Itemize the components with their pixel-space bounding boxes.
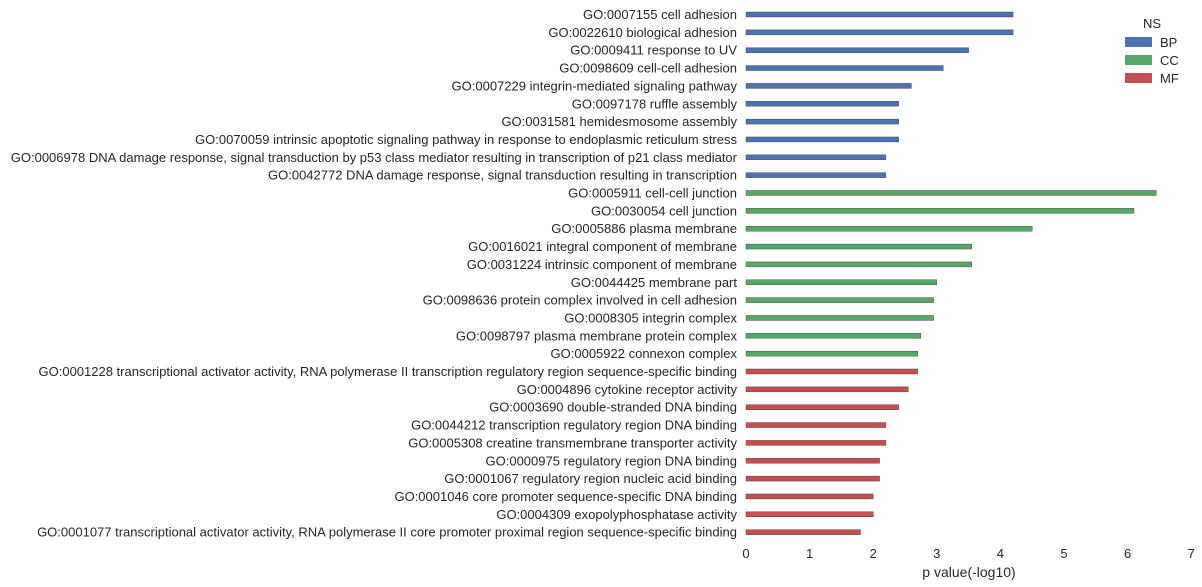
bar-cc — [745, 350, 918, 357]
bar-bp — [745, 136, 899, 143]
category-label: GO:0098609 cell-cell adhesion — [559, 61, 737, 76]
bar-cc — [745, 297, 934, 303]
bar-cc — [745, 261, 972, 268]
category-label: GO:0009411 response to UV — [570, 43, 737, 58]
bar-mf — [745, 493, 874, 500]
legend-title: NS — [1143, 16, 1161, 31]
bar-bp — [745, 65, 944, 71]
bar-mf — [745, 511, 874, 517]
x-axis-ticks: 0 1 2 3 4 5 6 7 — [742, 546, 1194, 561]
legend-label-cc: CC — [1160, 53, 1179, 68]
category-label: GO:0007229 integrin-mediated signaling p… — [452, 78, 738, 93]
bar-bp — [745, 118, 899, 125]
category-label: GO:0008305 integrin complex — [564, 310, 737, 325]
bar-bp — [745, 11, 1014, 18]
bar-cc — [745, 243, 972, 250]
x-tick-label: 6 — [1124, 546, 1131, 561]
bar-bp — [745, 154, 887, 161]
category-label: GO:0098636 protein complex involved in c… — [423, 293, 737, 308]
category-labels: GO:0007155 cell adhesion GO:0022610 biolo… — [11, 7, 738, 540]
x-tick-label: 1 — [806, 546, 813, 561]
category-label: GO:0005308 creatine transmembrane transp… — [408, 435, 737, 450]
bar-mf — [745, 440, 887, 446]
category-label: GO:0001046 core promoter sequence-specif… — [394, 489, 737, 504]
legend-entries: BP CC MF — [1125, 35, 1179, 86]
x-tick-label: 5 — [1060, 546, 1067, 561]
category-label: GO:0031224 intrinsic component of membra… — [467, 257, 737, 272]
bar-bp — [745, 172, 887, 178]
bar-mf — [745, 422, 887, 428]
category-label: GO:0016021 integral component of membran… — [468, 239, 737, 254]
category-label: GO:0004896 cytokine receptor activity — [517, 382, 738, 397]
category-label: GO:0044425 membrane part — [571, 275, 738, 290]
bar-mf — [745, 386, 909, 393]
category-label: GO:0042772 DNA damage response, signal t… — [268, 168, 737, 183]
legend-swatch-bp — [1125, 37, 1152, 47]
legend-swatch-cc — [1125, 55, 1152, 65]
category-label: GO:0097178 ruffle assembly — [572, 96, 738, 111]
category-label: GO:0000975 regulatory region DNA binding — [486, 453, 738, 468]
x-tick-label: 4 — [997, 546, 1004, 561]
category-label: GO:0098797 plasma membrane protein compl… — [456, 328, 738, 343]
category-label: GO:0022610 biological adhesion — [548, 25, 737, 40]
legend-label-bp: BP — [1160, 35, 1177, 50]
bar-bp — [745, 101, 899, 107]
bars-layer — [745, 11, 1157, 535]
bar-mf — [745, 475, 880, 482]
bar-cc — [745, 279, 938, 285]
bar-cc — [745, 333, 922, 339]
bar-mf — [745, 529, 861, 535]
category-label: GO:0031581 hemidesmosome assembly — [501, 114, 737, 129]
category-label: GO:0006978 DNA damage response, signal t… — [11, 150, 738, 165]
x-axis-title: p value(-log10) — [922, 564, 1015, 580]
legend: NS BP CC MF — [1125, 16, 1179, 86]
x-tick-label: 7 — [1188, 546, 1195, 561]
category-label: GO:0005911 cell-cell junction — [568, 186, 737, 201]
category-label: GO:0001067 regulatory region nucleic aci… — [444, 471, 737, 486]
category-label: GO:0001228 transcriptional activator act… — [39, 364, 738, 379]
bar-bp — [745, 83, 912, 89]
category-label: GO:0001077 transcriptional activator act… — [37, 525, 737, 540]
bar-cc — [745, 225, 1033, 232]
category-label: GO:0070059 intrinsic apoptotic signaling… — [195, 132, 737, 147]
category-label: GO:0003690 double-stranded DNA binding — [489, 400, 737, 415]
category-label: GO:0004309 exopolyphosphatase activity — [496, 507, 737, 522]
bar-cc — [745, 208, 1135, 214]
category-label: GO:0030054 cell junction — [591, 203, 737, 218]
category-label: GO:0005886 plasma membrane — [551, 221, 737, 236]
bar-cc — [745, 315, 934, 321]
bar-bp — [745, 29, 1014, 36]
bar-mf — [745, 458, 880, 464]
bar-mf — [745, 368, 918, 375]
category-label: GO:0007155 cell adhesion — [583, 7, 737, 22]
legend-label-mf: MF — [1160, 71, 1179, 86]
legend-swatch-mf — [1125, 73, 1152, 83]
bar-mf — [745, 404, 899, 410]
x-tick-label: 0 — [742, 546, 749, 561]
x-tick-label: 2 — [870, 546, 877, 561]
bar-bp — [745, 47, 969, 53]
bar-cc — [745, 190, 1157, 196]
x-tick-label: 3 — [933, 546, 940, 561]
category-label: GO:0044212 transcription regulatory regi… — [411, 418, 737, 433]
category-label: GO:0005922 connexon complex — [551, 346, 738, 361]
